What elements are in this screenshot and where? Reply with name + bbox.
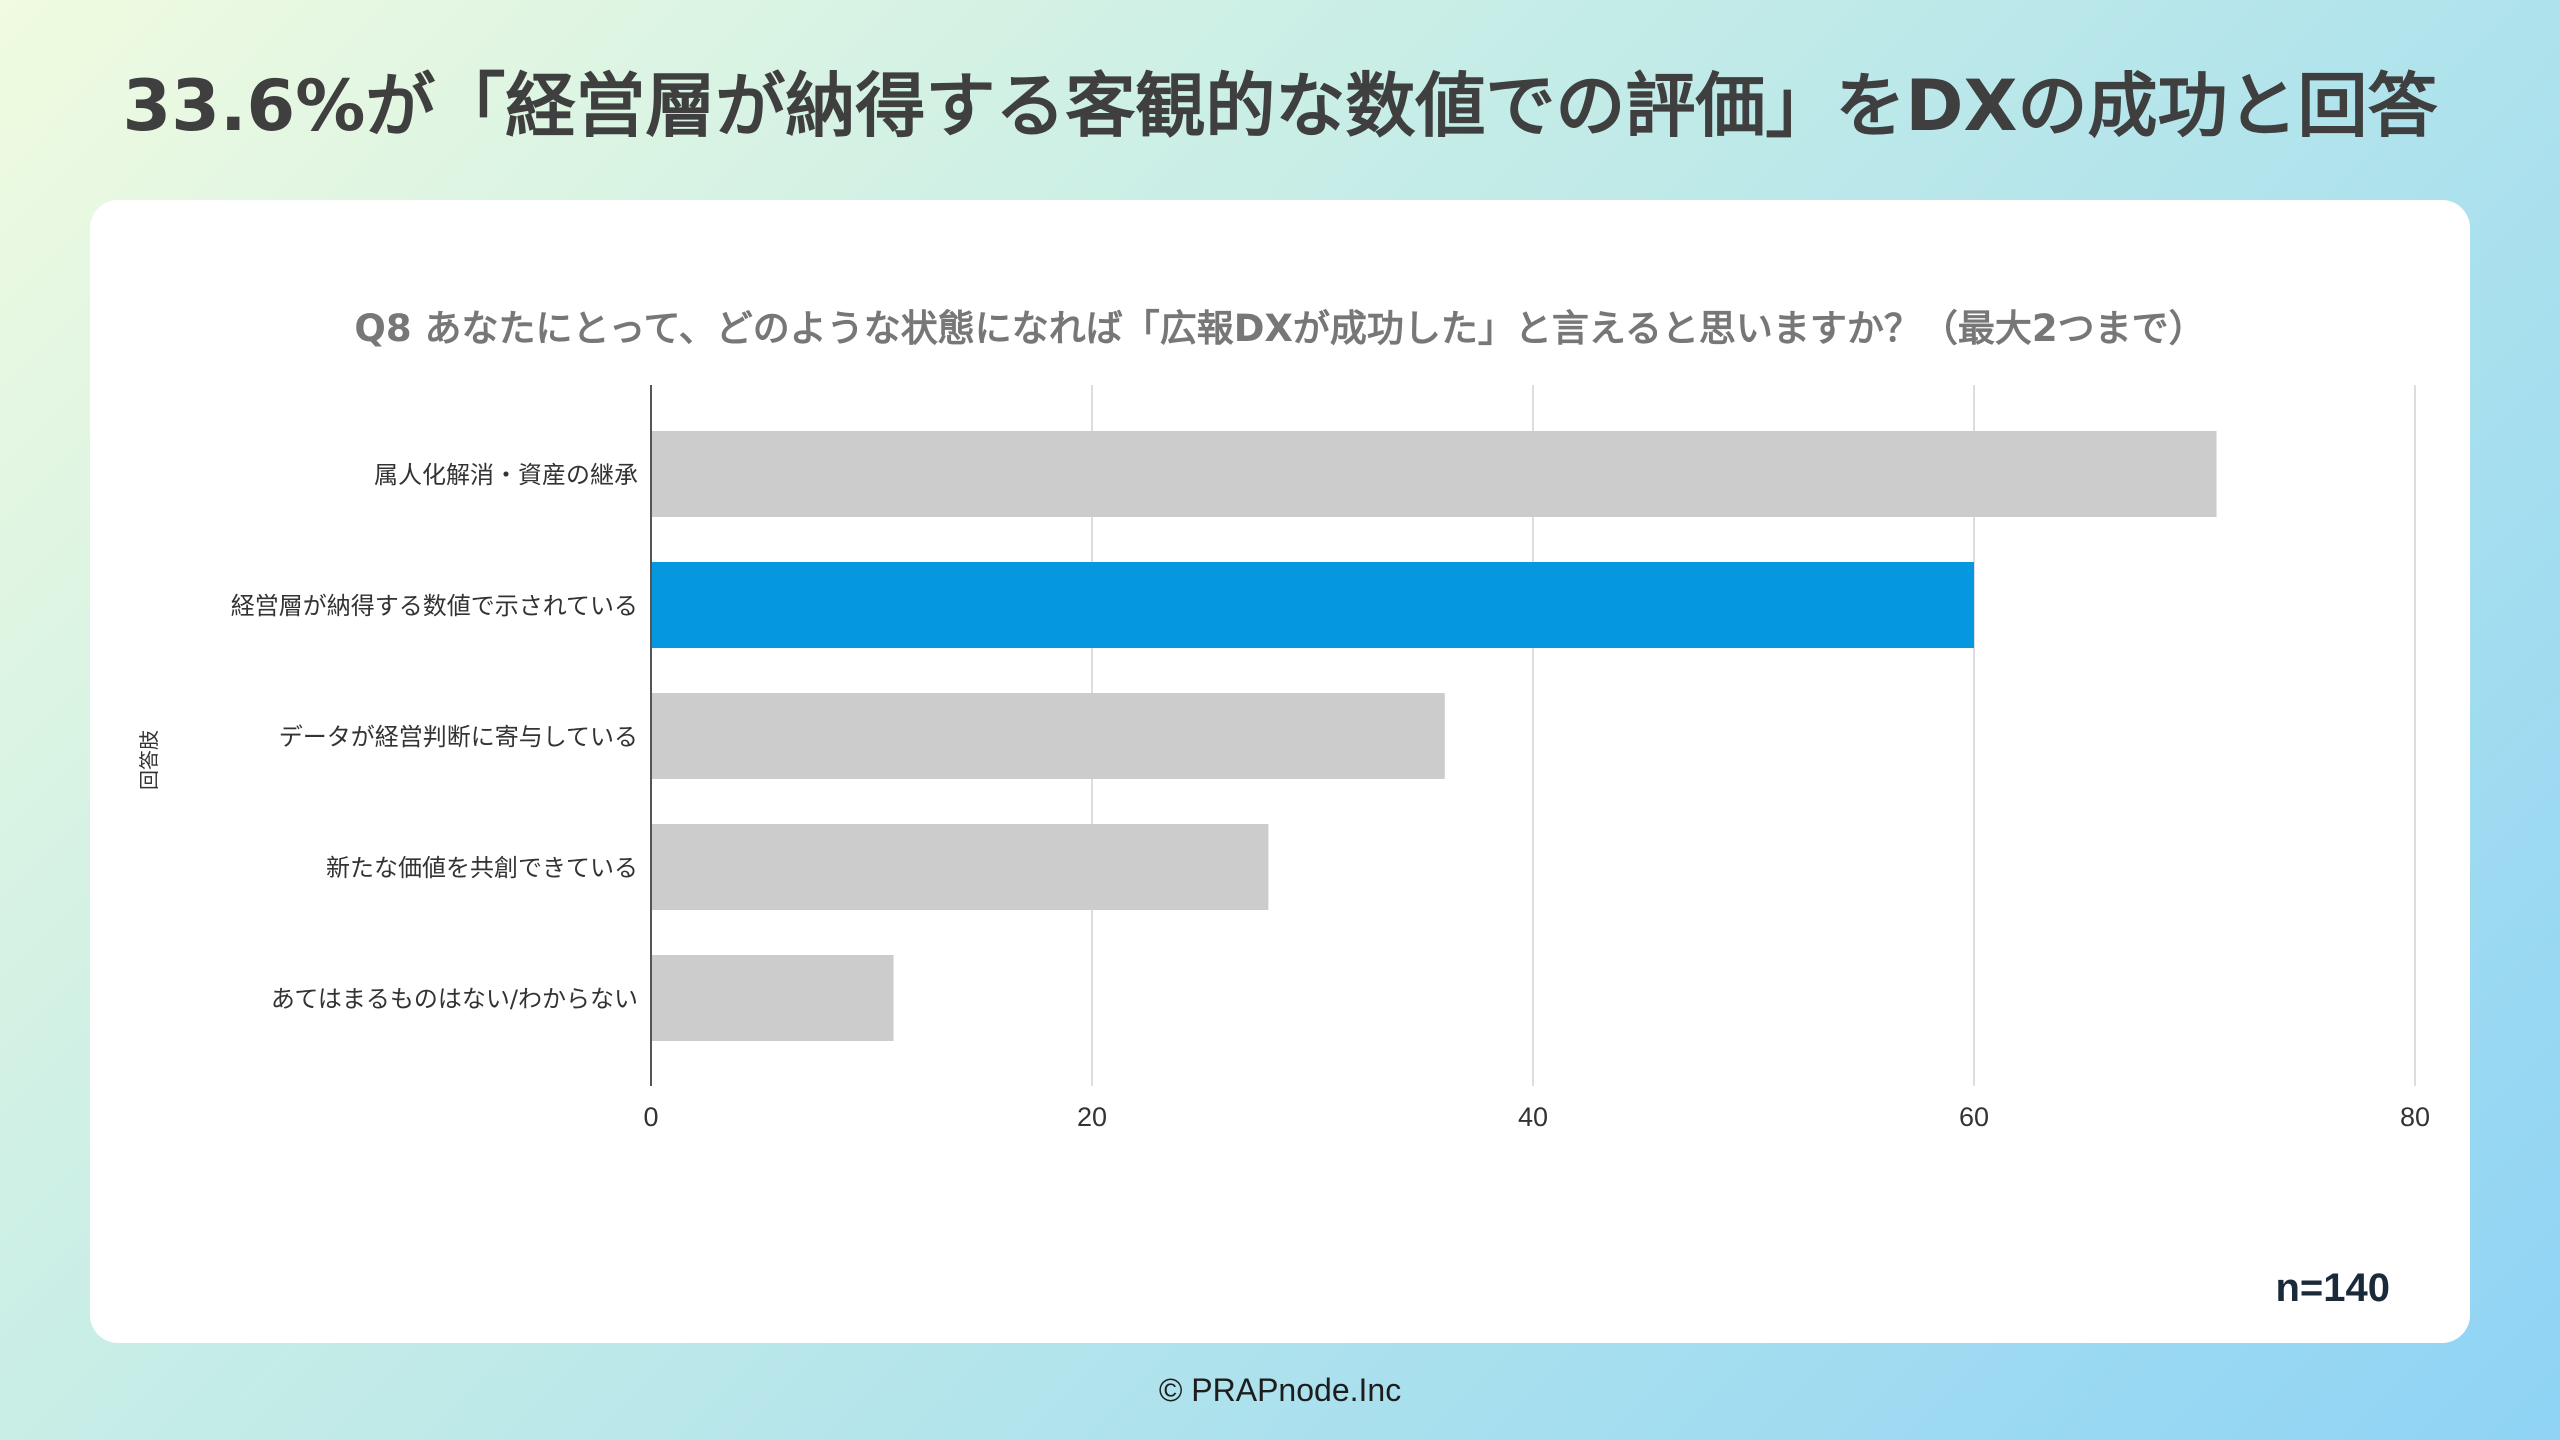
x-tick-label: 60 bbox=[1959, 1102, 1989, 1132]
bars bbox=[651, 431, 2217, 1041]
bar bbox=[651, 824, 1269, 910]
category-label: あてはまるものはない/わからない bbox=[271, 985, 638, 1013]
bar bbox=[651, 955, 894, 1041]
chart-title: Q8 あなたにとって、どのような状態になれば「広報DXが成功した」と言えると思い… bbox=[354, 307, 2205, 350]
category-label: 新たな価値を共創できている bbox=[326, 854, 638, 882]
x-tick-label: 0 bbox=[643, 1102, 658, 1132]
category-labels: 属人化解消・資産の継承経営層が納得する数値で示されているデータが経営判断に寄与し… bbox=[231, 461, 638, 1013]
category-label: 経営層が納得する数値で示されている bbox=[231, 592, 638, 620]
bar bbox=[651, 693, 1445, 779]
x-tick-labels: 0 20 40 60 80 bbox=[643, 1102, 2430, 1132]
bar bbox=[651, 431, 2217, 517]
y-axis-label: 回答肢 bbox=[137, 730, 161, 790]
bar-chart: Q8 あなたにとって、どのような状態になれば「広報DXが成功した」と言えると思い… bbox=[137, 307, 2430, 1310]
chart-card: Q8 あなたにとって、どのような状態になれば「広報DXが成功した」と言えると思い… bbox=[90, 200, 2470, 1343]
x-tick-label: 80 bbox=[2400, 1102, 2430, 1132]
category-label: 属人化解消・資産の継承 bbox=[374, 461, 638, 489]
page-headline: 33.6%が「経営層が納得する客観的な数値での評価」をDXの成功と回答 bbox=[122, 65, 2438, 147]
x-tick-label: 40 bbox=[1518, 1102, 1548, 1132]
sample-size-note: n=140 bbox=[2275, 1266, 2390, 1310]
category-label: データが経営判断に寄与している bbox=[279, 723, 638, 751]
copyright-footer: © PRAPnode.Inc bbox=[1158, 1372, 1402, 1408]
bar-highlighted bbox=[651, 562, 1974, 648]
x-tick-label: 20 bbox=[1077, 1102, 1107, 1132]
